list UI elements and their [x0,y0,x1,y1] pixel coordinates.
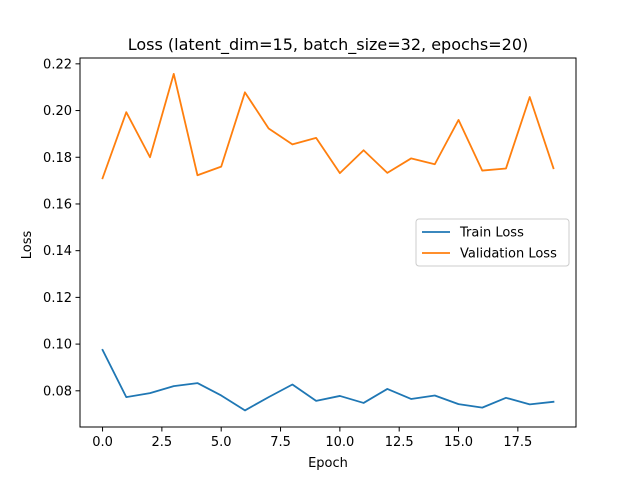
x-tick-label: 15.0 [444,435,473,450]
y-axis-label: Loss [20,231,35,260]
series-line-1 [101,72,555,180]
y-tick-label: 0.12 [43,291,72,306]
x-tick-label: 17.5 [503,435,532,450]
y-tick-label: 0.08 [43,384,72,399]
series-line-0 [101,348,555,412]
plot-layer [101,72,555,412]
legend-label-1: Validation Loss [460,247,557,262]
axes-layer: 0.0 2.5 5.0 7.5 10.0 12.5 15.0 17.5 0.08 0.10 0.12… [43,57,577,450]
y-tick-label: 0.22 [43,57,72,72]
x-tick-label: 0.0 [92,435,113,450]
legend: Train Loss Validation Loss [415,218,570,267]
y-tick-label: 0.16 [43,197,72,212]
x-tick-label: 2.5 [152,435,173,450]
x-tick-label: 12.5 [385,435,414,450]
x-tick-label: 10.0 [325,435,354,450]
y-tick-label: 0.20 [43,104,72,119]
axes-frame [79,57,577,428]
y-tick-label: 0.18 [43,151,72,166]
legend-label-0: Train Loss [459,226,524,241]
x-tick-label: 7.5 [270,435,291,450]
y-tick-label: 0.14 [43,244,72,259]
legend-box [415,218,570,267]
x-tick-label: 5.0 [211,435,232,450]
y-tick-label: 0.10 [43,338,72,353]
x-axis-label: Epoch [308,456,348,471]
chart-title: Loss (latent_dim=15, batch_size=32, epoc… [128,35,529,55]
